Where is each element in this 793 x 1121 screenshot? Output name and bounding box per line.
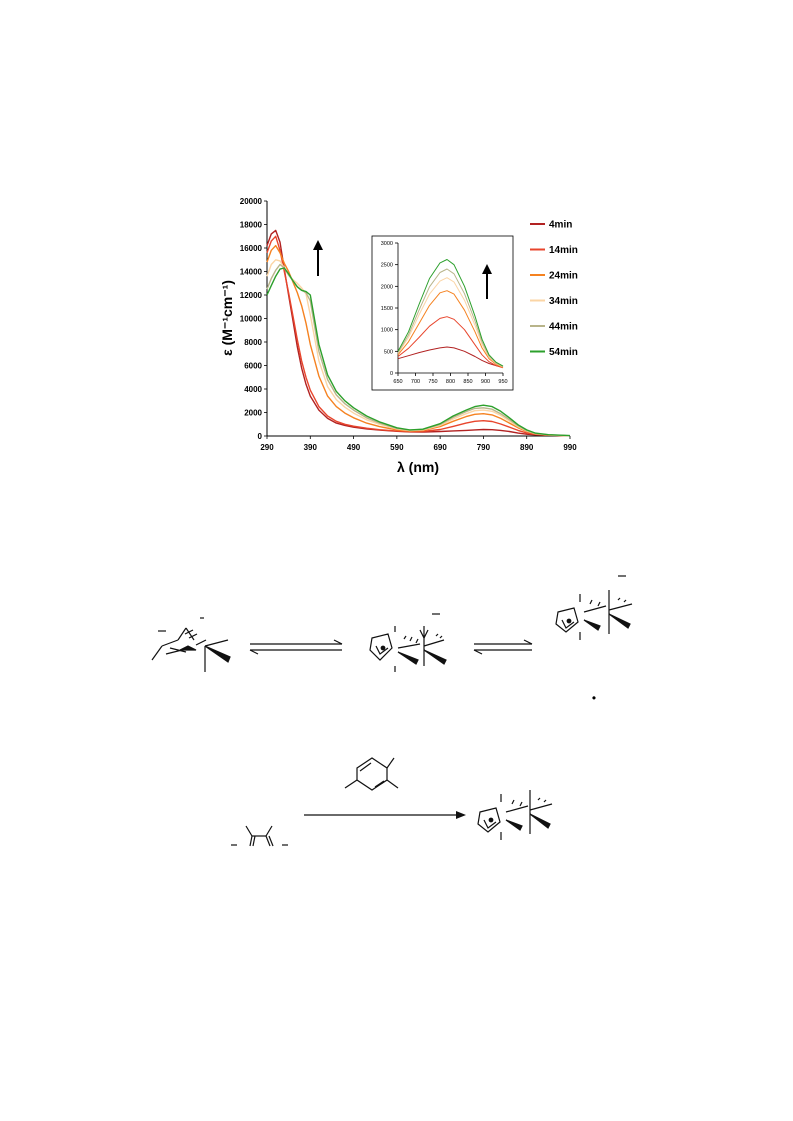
inset-series-line-14min (397, 316, 504, 369)
equilibrium-arrows-1 (249, 639, 343, 655)
y-tick-label: 0 (390, 371, 393, 377)
inset-series-line-34min (397, 277, 504, 368)
main-chart: 290 390 490 590 690 790 890 990 0 2000 4000 6000 80… (219, 197, 578, 475)
y-tick-label: 1500 (381, 306, 393, 312)
y-tick-label: 20000 (240, 197, 263, 206)
x-tick-label: 700 (411, 379, 420, 385)
x-tick-label: 950 (498, 379, 507, 385)
legend-label: 24min (549, 271, 578, 282)
x-tick-label: 690 (433, 443, 447, 452)
inset-series-line-24min (397, 290, 504, 368)
y-tick-label: 500 (384, 349, 393, 355)
legend: 4min 14min 24min 34min 44min 54min (530, 220, 578, 358)
x-tick-label: 290 (260, 443, 274, 452)
inset-chart: 650 700 750 800 850 900 950 0 500 1000 1500 2000 25… (371, 235, 514, 391)
main-increase-arrow (313, 240, 323, 276)
y-tick-label: 0 (258, 432, 263, 441)
main-x-axis-title: λ (nm) (397, 459, 439, 475)
legend-label: 54min (549, 347, 578, 358)
x-tick-label: 590 (390, 443, 404, 452)
y-tick-label: 4000 (244, 385, 262, 394)
y-tick-label: 14000 (240, 268, 263, 277)
inset-series-line-44min (397, 268, 504, 367)
inset-y-tick-labels: 0 500 1000 1500 2000 2500 3000 (381, 241, 398, 377)
x-tick-label: 890 (520, 443, 534, 452)
y-tick-label: 1000 (381, 328, 393, 334)
legend-label: 34min (549, 296, 578, 307)
y-tick-label: 3000 (381, 241, 393, 247)
x-tick-label: 900 (481, 379, 490, 385)
scheme-structure-2 (369, 613, 447, 672)
inset-border (371, 235, 514, 391)
y-tick-label: 8000 (244, 338, 262, 347)
x-tick-label: 990 (563, 443, 577, 452)
main-x-tick-labels: 290 390 490 590 690 790 890 990 (260, 436, 577, 452)
inset-series-group (397, 259, 504, 369)
y-tick-label: 2000 (244, 409, 262, 418)
y-tick-label: 10000 (240, 315, 263, 324)
equilibrium-arrows-2 (473, 639, 533, 655)
x-tick-label: 800 (446, 379, 455, 385)
diene-reactant (231, 825, 288, 847)
scheme-structure-3 (555, 575, 633, 640)
scheme-structure-4 (477, 790, 553, 840)
legend-label: 14min (549, 245, 578, 256)
legend-label: 4min (549, 220, 572, 231)
main-series-group (266, 229, 571, 437)
main-y-axis-title: ε (M⁻¹cm⁻¹) (219, 280, 235, 356)
x-tick-label: 390 (304, 443, 318, 452)
x-tick-label: 490 (347, 443, 361, 452)
main-series-line-54min (266, 267, 571, 437)
inset-series-line-54min (397, 259, 504, 367)
main-series-line-14min (266, 235, 571, 437)
x-tick-label: 650 (393, 379, 402, 385)
inset-series-line-4min (397, 346, 504, 368)
y-tick-label: 16000 (240, 244, 263, 253)
legend-label: 44min (549, 322, 578, 333)
y-tick-label: 2000 (381, 284, 393, 290)
x-tick-label: 850 (463, 379, 472, 385)
x-tick-label: 790 (477, 443, 491, 452)
main-y-tick-labels: 0 2000 4000 6000 8000 10000 12000 14000 16000 180… (240, 197, 267, 441)
radical-dot: • (592, 691, 596, 705)
x-tick-label: 750 (428, 379, 437, 385)
reaction-arrow (304, 811, 466, 819)
inset-x-tick-labels: 650 700 750 800 850 900 950 (393, 373, 508, 385)
y-tick-label: 12000 (240, 291, 263, 300)
y-tick-label: 18000 (240, 221, 263, 230)
scheme-structure-1 (151, 617, 231, 672)
reaction-scheme: • (151, 575, 633, 847)
inset-increase-arrow (482, 264, 492, 299)
y-tick-label: 2500 (381, 263, 393, 269)
dihydroarene-reagent (344, 757, 399, 791)
y-tick-label: 6000 (244, 362, 262, 371)
